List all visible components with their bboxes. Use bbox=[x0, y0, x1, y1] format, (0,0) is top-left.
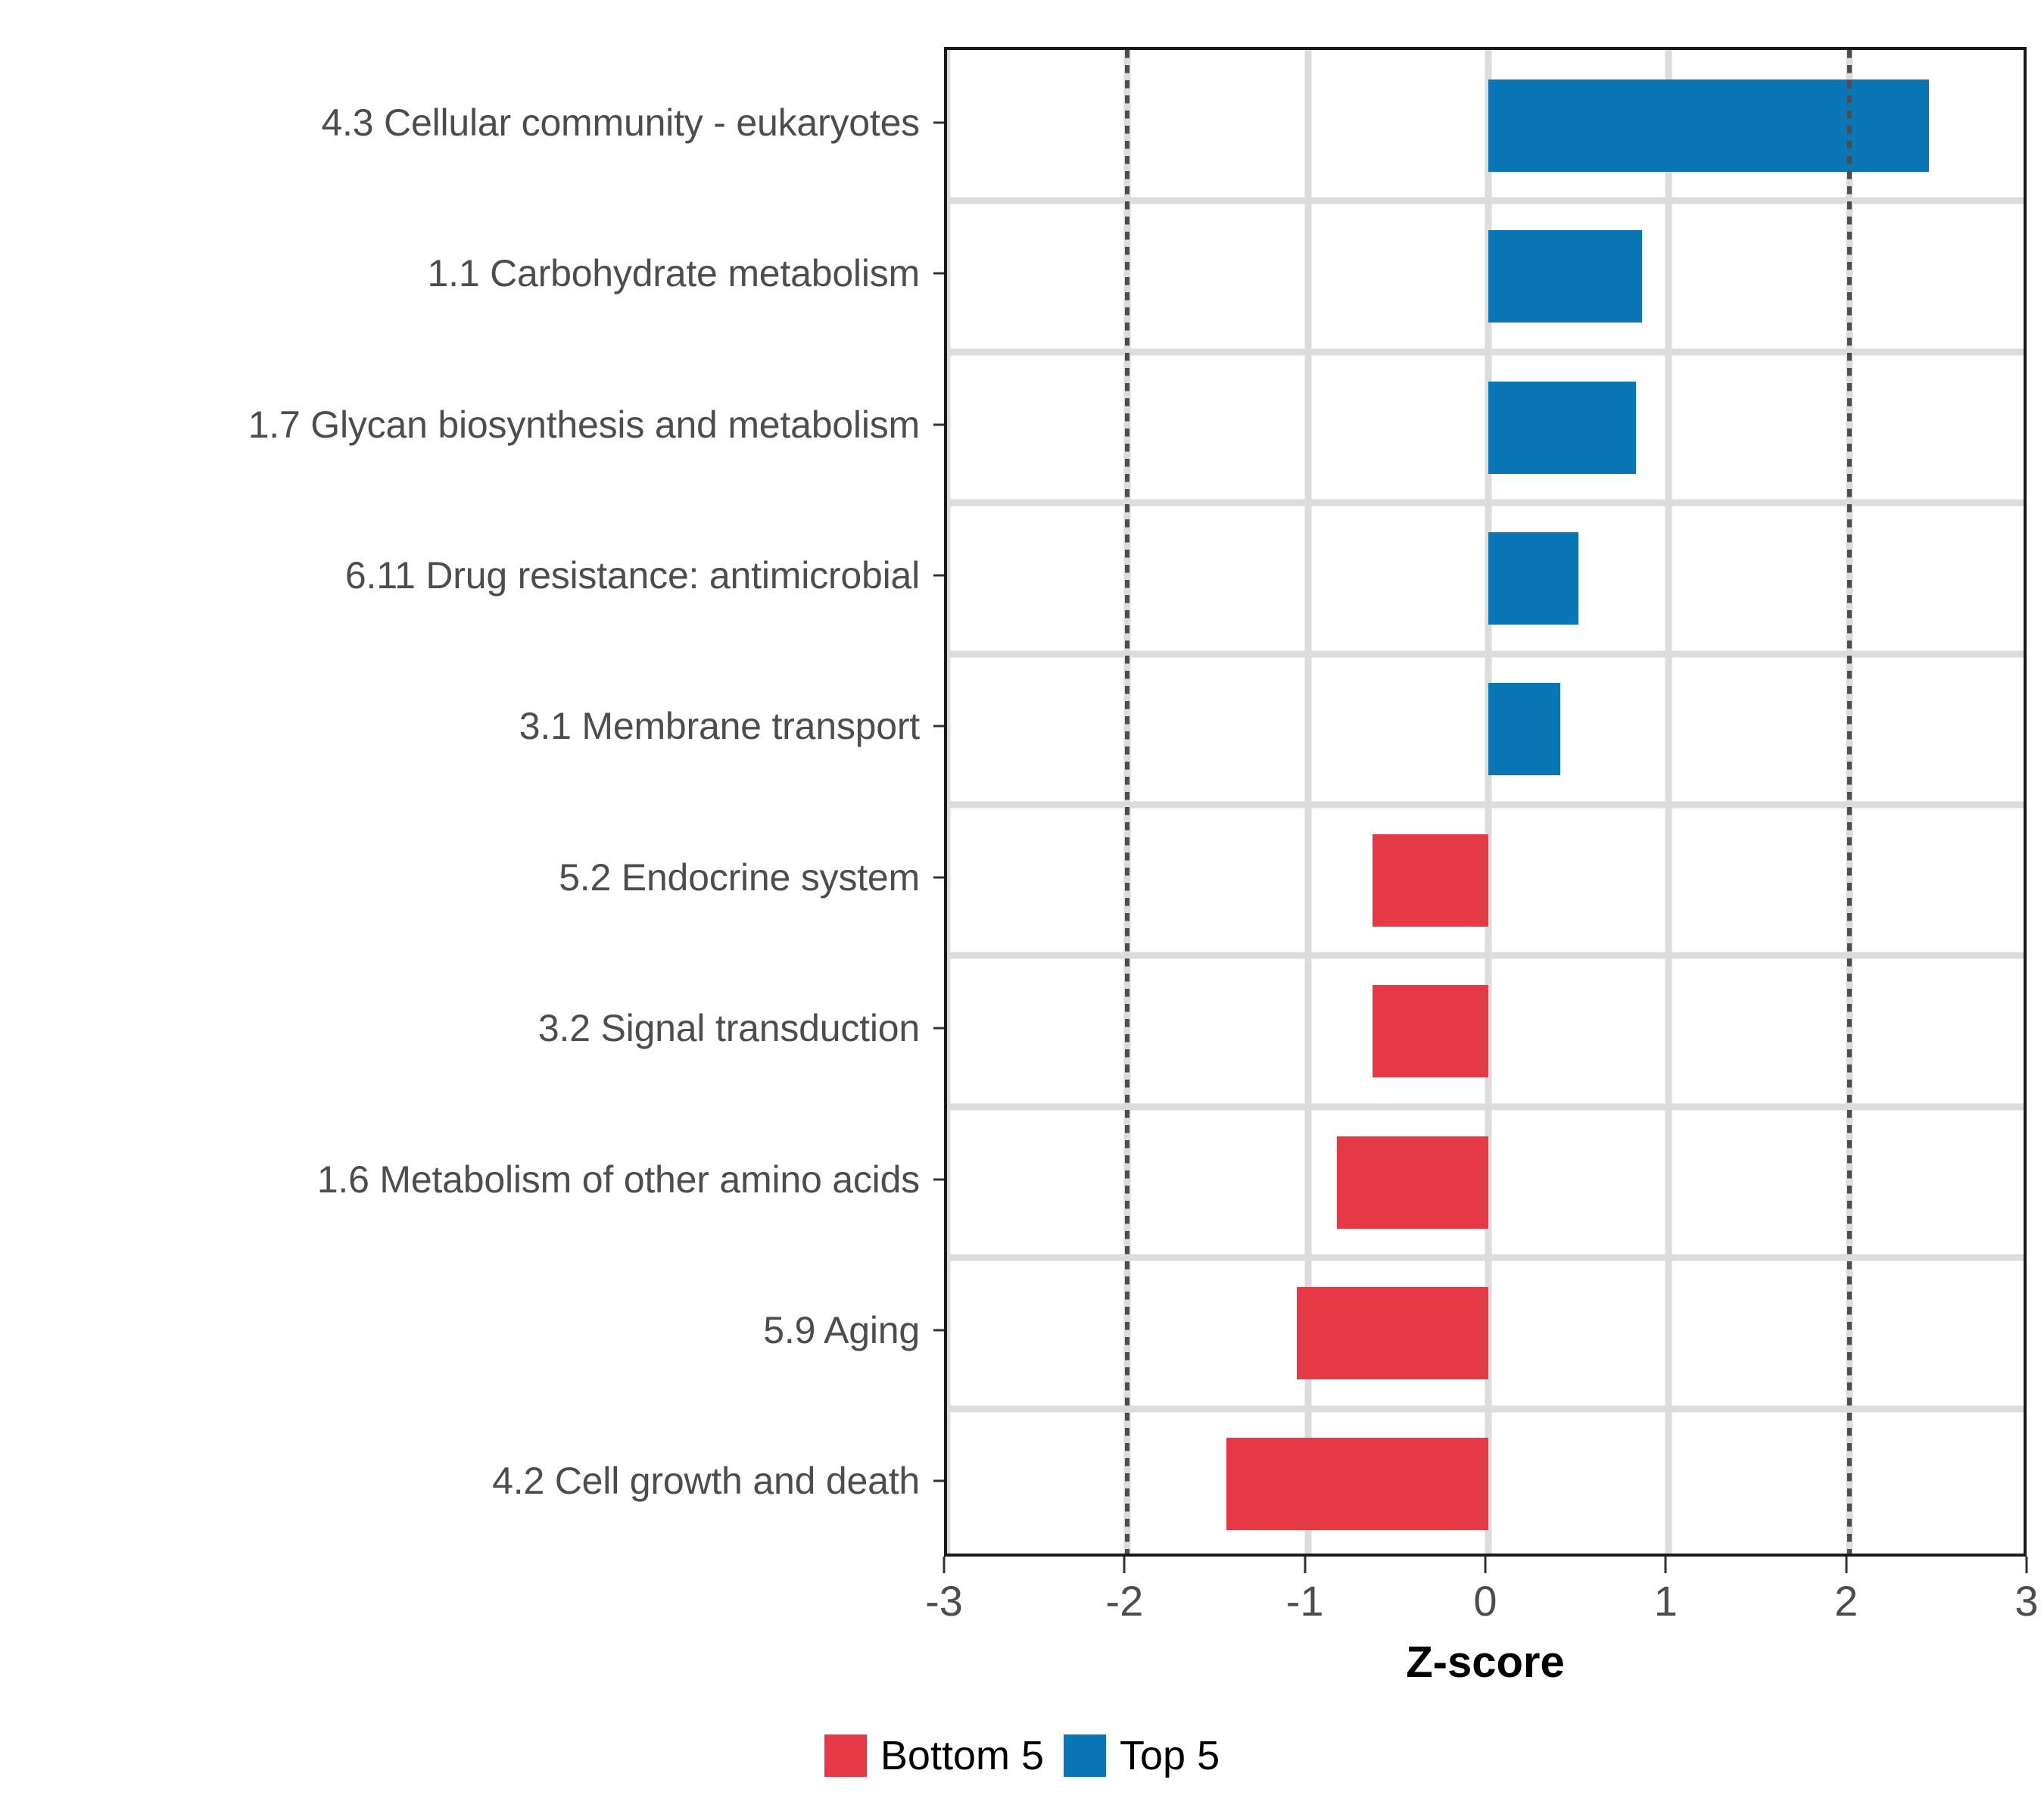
legend-item[interactable]: Top 5 bbox=[1064, 1732, 1220, 1779]
legend-label: Bottom 5 bbox=[880, 1733, 1044, 1778]
legend-item[interactable]: Bottom 5 bbox=[824, 1732, 1044, 1779]
x-axis-tick-label: -3 bbox=[925, 1577, 963, 1625]
y-axis-tick bbox=[933, 423, 944, 425]
y-axis-tick bbox=[933, 574, 944, 577]
bar bbox=[1488, 381, 1637, 474]
x-axis-tick bbox=[1664, 1557, 1667, 1573]
x-axis-tick-label: -2 bbox=[1105, 1577, 1144, 1625]
x-axis-tick bbox=[2025, 1557, 2028, 1573]
bar bbox=[1226, 1438, 1488, 1531]
y-axis-tick bbox=[933, 725, 944, 728]
y-axis-label: 3.2 Signal transduction bbox=[537, 1007, 920, 1050]
y-axis-tick bbox=[933, 272, 944, 275]
x-axis-tick bbox=[1845, 1557, 1848, 1573]
x-axis-tick-label: 0 bbox=[1473, 1577, 1497, 1625]
y-axis-label: 6.11 Drug resistance: antimicrobial bbox=[344, 553, 920, 597]
x-axis-tick-label: 1 bbox=[1653, 1577, 1678, 1625]
y-axis-labels: 4.3 Cellular community - eukaryotes 1.1 C… bbox=[0, 47, 944, 1557]
y-axis-label: 5.9 Aging bbox=[763, 1308, 920, 1351]
legend-swatch-icon bbox=[1064, 1734, 1106, 1777]
bar bbox=[1373, 834, 1488, 927]
plot-area bbox=[947, 50, 2024, 1554]
y-axis-label: 4.2 Cell growth and death bbox=[492, 1460, 920, 1503]
y-axis-tick bbox=[933, 876, 944, 879]
y-axis-label: 1.1 Carbohydrate metabolism bbox=[427, 252, 921, 295]
y-axis-tick bbox=[933, 121, 944, 124]
plot-panel bbox=[944, 47, 2027, 1557]
legend-swatch-icon bbox=[824, 1734, 867, 1777]
y-axis-label: 3.1 Membrane transport bbox=[519, 705, 920, 748]
y-axis-label: 4.3 Cellular community - eukaryotes bbox=[321, 101, 920, 144]
x-axis-ticks: -3 -2 -1 0 1 2 3 bbox=[925, 1557, 2039, 1647]
y-axis-label: 1.6 Metabolism of other amino acids bbox=[316, 1158, 920, 1201]
bar bbox=[1373, 985, 1488, 1078]
bar bbox=[1488, 230, 1642, 323]
legend-label: Top 5 bbox=[1120, 1733, 1220, 1778]
x-axis-tick bbox=[943, 1557, 946, 1573]
y-axis-label: 5.2 Endocrine system bbox=[559, 856, 920, 899]
x-axis-tick-label: 2 bbox=[1834, 1577, 1859, 1625]
reference-line bbox=[1125, 50, 1130, 1554]
grid-line-vertical bbox=[1665, 50, 1672, 1554]
reference-line bbox=[1846, 50, 1852, 1554]
bar bbox=[1488, 531, 1579, 625]
bar bbox=[1488, 683, 1561, 776]
x-axis-tick bbox=[1484, 1557, 1487, 1573]
grid-line-vertical bbox=[1304, 50, 1312, 1554]
x-axis-tick bbox=[1304, 1557, 1307, 1573]
bar bbox=[1488, 79, 1929, 172]
y-axis-label: 1.7 Glycan biosynthesis and metabolism bbox=[248, 403, 921, 446]
grid-line-vertical bbox=[947, 50, 951, 1554]
bar bbox=[1336, 1136, 1488, 1229]
y-axis-tick bbox=[933, 1479, 944, 1482]
y-axis-tick bbox=[933, 1178, 944, 1180]
y-axis-tick bbox=[933, 1329, 944, 1332]
x-axis-tick-label: -1 bbox=[1285, 1577, 1324, 1625]
x-axis-tick-label: 3 bbox=[2014, 1577, 2039, 1625]
grid-line-vertical bbox=[1485, 50, 1492, 1554]
x-axis-title: Z-score bbox=[1406, 1638, 1565, 1687]
y-axis-tick bbox=[933, 1027, 944, 1030]
x-axis-tick bbox=[1123, 1557, 1126, 1573]
bar bbox=[1297, 1286, 1488, 1379]
chart-legend: Bottom 5 Top 5 bbox=[0, 1732, 2044, 1779]
